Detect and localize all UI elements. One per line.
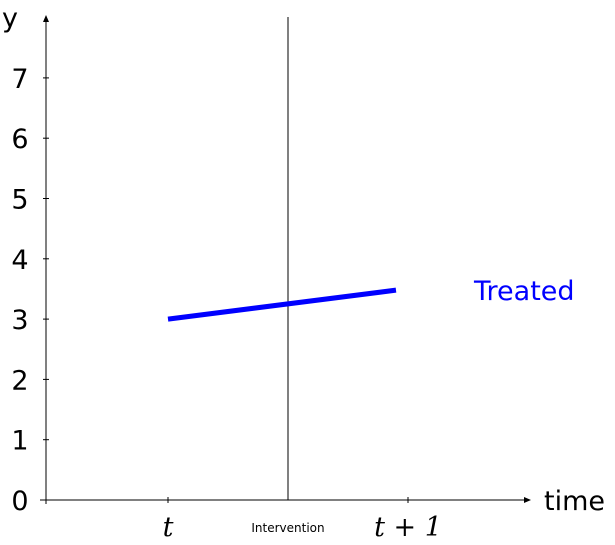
- y-tick-label: 7: [11, 64, 28, 95]
- series-label-treated: Treated: [473, 276, 575, 307]
- y-ticks: 0 1 2 3 4 5 6 7: [11, 64, 49, 517]
- intervention-label: Intervention: [251, 521, 324, 535]
- x-tick-label: t: [163, 512, 174, 543]
- y-tick-label: 6: [11, 124, 28, 155]
- y-tick-label: 3: [11, 305, 28, 336]
- y-axis-label: y: [2, 3, 18, 34]
- x-axis-label: time: [544, 486, 605, 517]
- series-group: Treated: [167, 276, 575, 322]
- x-tick-label: t + 1: [374, 512, 442, 543]
- y-tick-label: 2: [11, 365, 28, 396]
- y-tick-label: 1: [11, 426, 28, 457]
- y-tick-label: 5: [11, 185, 28, 216]
- x-ticks: t t + 1: [163, 497, 442, 543]
- y-tick-label: 4: [11, 245, 28, 276]
- y-tick-label: 0: [11, 486, 28, 517]
- series-line-treated: [167, 287, 397, 322]
